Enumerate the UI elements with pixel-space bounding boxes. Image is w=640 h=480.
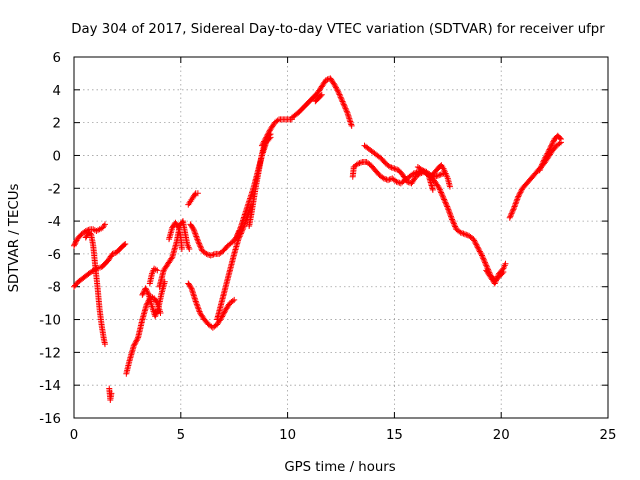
- y-tick-label: 6: [53, 51, 61, 66]
- x-tick-label: 15: [386, 428, 403, 443]
- data-segment: [185, 190, 201, 208]
- data-segment: [185, 280, 238, 331]
- data-segment: [258, 116, 295, 149]
- y-tick-label: -12: [39, 346, 61, 361]
- x-tick-label: 5: [177, 428, 185, 443]
- data-segment: [312, 91, 325, 105]
- data-segment: [139, 278, 168, 320]
- data-segment: [166, 219, 185, 252]
- data-segment: [483, 260, 509, 287]
- data-segment: [246, 131, 274, 230]
- y-tick-label: -16: [39, 412, 61, 427]
- y-tick-label: -6: [48, 248, 61, 263]
- x-tick-label: 10: [279, 428, 296, 443]
- y-tick-label: 4: [53, 84, 61, 99]
- y-tick-label: -4: [48, 215, 61, 230]
- data-segment: [106, 385, 115, 403]
- data-segment: [146, 265, 161, 287]
- plot-frame: [73, 56, 609, 419]
- series-layer: [71, 75, 565, 403]
- x-tick-label: 0: [70, 428, 78, 443]
- grid-layer: [74, 57, 608, 418]
- data-segment: [82, 229, 108, 348]
- data-segment: [414, 162, 453, 190]
- y-tick-label: -10: [39, 314, 61, 329]
- data-segment: [361, 142, 436, 193]
- y-tick-label: -8: [48, 281, 61, 296]
- y-axis-label: SDTVAR / TECUs: [7, 184, 22, 293]
- x-tick-label: 25: [600, 428, 617, 443]
- data-segment: [536, 132, 565, 174]
- data-segment: [71, 241, 129, 290]
- axes-layer: 0 5 10 15 20 25 -16 -14 -12 -10 -8 -6 -4 -2 0 2 4 6: [39, 51, 616, 443]
- chart-title: Day 304 of 2017, Sidereal Day-to-day VTE…: [71, 22, 605, 37]
- x-axis-label: GPS time / hours: [284, 460, 395, 475]
- y-tick-label: 0: [53, 149, 61, 164]
- y-tick-label: -2: [48, 182, 61, 197]
- y-tick-label: -14: [39, 379, 61, 394]
- x-tick-label: 20: [493, 428, 510, 443]
- y-tick-label: 2: [53, 117, 61, 132]
- data-segment: [288, 75, 355, 129]
